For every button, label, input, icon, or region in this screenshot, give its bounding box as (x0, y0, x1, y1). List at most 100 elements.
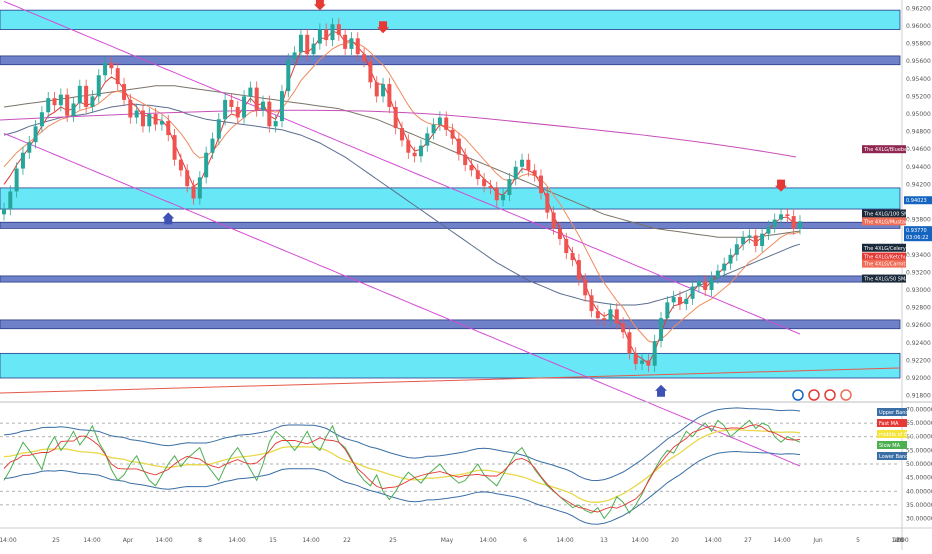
candle-body-1 (8, 191, 13, 210)
candle-body-33 (210, 138, 215, 153)
y-tick-label-0: 0.96200 (906, 5, 931, 12)
rsi-y-tick-1: 65.00000 (906, 420, 932, 427)
candle-body-89 (564, 238, 569, 254)
candle-body-84 (532, 170, 537, 176)
event-icon-0 (792, 389, 804, 401)
candle-body-80 (507, 179, 512, 195)
rsi-y-tick-6: 40.00000 (906, 488, 932, 495)
price-tag-8: The 4XLG/Carrot (863, 262, 905, 268)
candle-body-26 (166, 121, 171, 136)
candle-body-73 (463, 154, 468, 166)
x-tick-label-9: 22 (343, 537, 351, 544)
candle-body-29 (185, 170, 190, 187)
x-tick-label-3: Apr (123, 537, 134, 544)
zone-1-resistance (0, 55, 901, 66)
candle-body-104 (659, 318, 664, 342)
candle-body-14 (90, 96, 95, 107)
price-tag-bg-8 (862, 259, 906, 268)
y-tick-label-6: 0.95000 (906, 111, 931, 118)
candle-body-19 (122, 84, 127, 100)
x-tick-label-10: 25 (389, 537, 397, 544)
candle-body-85 (538, 175, 543, 194)
x-tick-label-21: Jun (812, 537, 823, 544)
candle-body-42 (267, 101, 272, 127)
candle-body-35 (223, 99, 228, 120)
price-tag-3: The 4XLG/Mustard (863, 219, 910, 225)
candle-body-88 (557, 228, 562, 239)
candle-body-37 (235, 106, 240, 118)
candle-body-36 (229, 99, 234, 107)
price-tag-bg-9 (862, 274, 906, 283)
candle-body-24 (153, 114, 158, 125)
candle-body-22 (140, 110, 145, 127)
candle-body-90 (570, 253, 575, 261)
price-tag-5: 03:06:22 (906, 235, 928, 241)
y-tick-label-2: 0.95800 (906, 41, 931, 48)
candle-body-67 (425, 133, 430, 146)
x-tick-label-25: 20 (896, 537, 904, 544)
candle-body-110 (696, 281, 701, 287)
candle-body-86 (545, 193, 550, 213)
rsi-label-1: Fast MA (879, 421, 899, 427)
x-tick-label-20: 14:00 (773, 537, 790, 544)
candle-body-54 (343, 34, 348, 49)
candle-body-68 (431, 124, 436, 134)
x-tick-label-8: 14:00 (302, 537, 319, 544)
candle-body-94 (595, 311, 600, 319)
zone-6-support (0, 352, 901, 379)
candle-body-60 (381, 84, 386, 97)
candle-body-3 (20, 152, 25, 169)
rsi-label-bg-1 (877, 419, 907, 427)
arrow-up-4 (655, 384, 668, 397)
candle-body-108 (684, 298, 689, 305)
candle-body-8 (52, 98, 57, 106)
y-tick-label-12: 0.93800 (906, 217, 931, 224)
candle-body-99 (627, 332, 632, 354)
candle-body-102 (646, 360, 651, 366)
candle-body-71 (450, 129, 455, 139)
candle-body-11 (71, 103, 76, 116)
x-tick-label-19: 27 (744, 537, 752, 544)
candle-body-97 (614, 309, 619, 324)
candle-body-77 (488, 186, 493, 188)
candle-body-76 (482, 179, 487, 187)
candle-body-41 (261, 101, 266, 111)
event-icon-1 (808, 389, 820, 401)
price-tag-bg-4 (904, 226, 932, 235)
rsi-label-2: middle of Bands (879, 432, 920, 438)
candle-body-91 (576, 260, 581, 280)
candle-body-87 (551, 212, 556, 229)
series-line-5 (3, 132, 801, 467)
x-tick-label-14: 14:00 (556, 537, 573, 544)
y-tick-label-4: 0.95400 (906, 76, 931, 83)
candle-body-53 (336, 24, 341, 35)
long-trendline (0, 367, 901, 394)
price-tag-1: 0.94023 (906, 198, 927, 204)
candle-body-16 (103, 62, 108, 76)
x-tick-label-23: 10 (893, 537, 901, 544)
zone-0-resistance (0, 9, 901, 30)
rsi-y-tick-7: 35.00000 (906, 502, 932, 509)
candle-body-13 (84, 85, 89, 107)
candle-body-59 (374, 82, 379, 97)
candle-body-115 (728, 254, 733, 264)
x-tick-label-13: 6 (523, 537, 527, 544)
candle-body-21 (134, 110, 139, 118)
candle-body-49 (311, 43, 316, 55)
candle-body-55 (349, 38, 354, 49)
x-tick-label-17: 20 (671, 537, 679, 544)
x-tick-label-4: 14:00 (155, 537, 172, 544)
candle-body-70 (444, 117, 449, 130)
arrow-down-1 (377, 21, 390, 34)
candle-body-23 (147, 114, 152, 127)
y-tick-label-10: 0.94200 (906, 181, 931, 188)
price-tag-bg-0 (862, 145, 906, 154)
candle-body-47 (298, 34, 303, 53)
candle-body-61 (387, 84, 392, 107)
price-tag-bg-7 (862, 252, 906, 261)
rsi-upper-band (3, 407, 801, 482)
price-tag-9: The 4XLG/50 SMA (863, 277, 909, 283)
